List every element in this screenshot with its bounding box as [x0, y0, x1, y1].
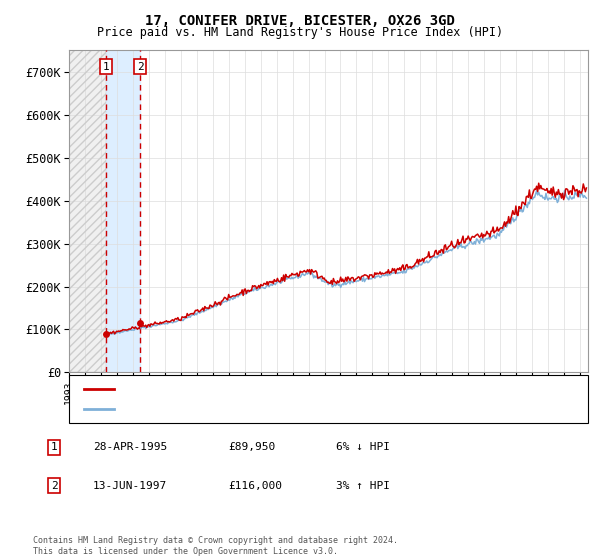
Text: 1: 1 — [50, 442, 58, 452]
Text: 17, CONIFER DRIVE, BICESTER, OX26 3GD (detached house): 17, CONIFER DRIVE, BICESTER, OX26 3GD (d… — [120, 384, 458, 394]
Text: 1: 1 — [103, 62, 109, 72]
Bar — [69, 50, 106, 372]
Text: HPI: Average price, detached house, Cherwell: HPI: Average price, detached house, Cher… — [120, 404, 395, 414]
Bar — [106, 50, 140, 372]
Text: £116,000: £116,000 — [228, 480, 282, 491]
Text: Price paid vs. HM Land Registry's House Price Index (HPI): Price paid vs. HM Land Registry's House … — [97, 26, 503, 39]
Text: 28-APR-1995: 28-APR-1995 — [93, 442, 167, 452]
Text: Contains HM Land Registry data © Crown copyright and database right 2024.
This d: Contains HM Land Registry data © Crown c… — [33, 536, 398, 556]
Text: 6% ↓ HPI: 6% ↓ HPI — [336, 442, 390, 452]
Text: 3% ↑ HPI: 3% ↑ HPI — [336, 480, 390, 491]
Bar — [69, 50, 106, 372]
Text: 2: 2 — [137, 62, 143, 72]
Text: 13-JUN-1997: 13-JUN-1997 — [93, 480, 167, 491]
Text: £89,950: £89,950 — [228, 442, 275, 452]
Text: 2: 2 — [50, 480, 58, 491]
Text: 17, CONIFER DRIVE, BICESTER, OX26 3GD: 17, CONIFER DRIVE, BICESTER, OX26 3GD — [145, 14, 455, 28]
